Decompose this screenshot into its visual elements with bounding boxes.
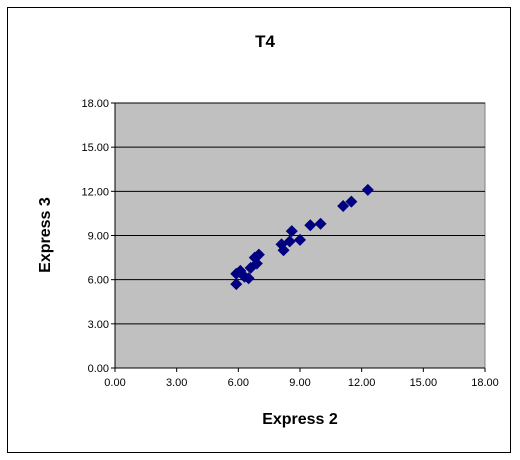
data-point-marker (337, 200, 350, 213)
data-point-marker (242, 272, 255, 285)
x-tick-label: 3.00 (166, 377, 187, 389)
y-tick-label: 18.00 (81, 98, 109, 110)
axes (111, 102, 486, 372)
chart-title: T4 (255, 32, 275, 51)
x-tick-label: 6.00 (228, 377, 249, 389)
x-tick-label: 0.00 (104, 377, 125, 389)
data-point-marker (361, 183, 374, 196)
data-point-marker (250, 257, 263, 270)
data-point-marker (252, 248, 265, 261)
y-tick-label: 6.00 (88, 275, 109, 287)
tick-labels: 0.00 3.00 6.00 9.00 12.00 15.00 18.00 0.00 3.00 6… (81, 98, 498, 389)
data-points (230, 183, 374, 291)
x-tick-label: 9.00 (289, 377, 310, 389)
data-point-marker (314, 217, 327, 230)
x-tick-label: 12.00 (348, 377, 376, 389)
y-tick-label: 15.00 (81, 142, 109, 154)
data-point-marker (304, 219, 317, 232)
x-tick-label: 18.00 (471, 377, 499, 389)
data-point-marker (277, 244, 290, 257)
data-point-marker (283, 235, 296, 248)
y-tick-label: 9.00 (88, 231, 109, 243)
y-tick-label: 0.00 (88, 363, 109, 375)
y-tick-label: 3.00 (88, 319, 109, 331)
x-tick-label: 15.00 (410, 377, 438, 389)
x-axis-title: Express 2 (262, 411, 338, 428)
data-point-marker (285, 225, 298, 238)
data-point-marker (294, 233, 306, 246)
data-point-marker (230, 278, 243, 291)
y-axis-title: Express 3 (37, 197, 54, 273)
data-point-marker (345, 195, 358, 208)
y-tick-label: 12.00 (81, 186, 109, 198)
